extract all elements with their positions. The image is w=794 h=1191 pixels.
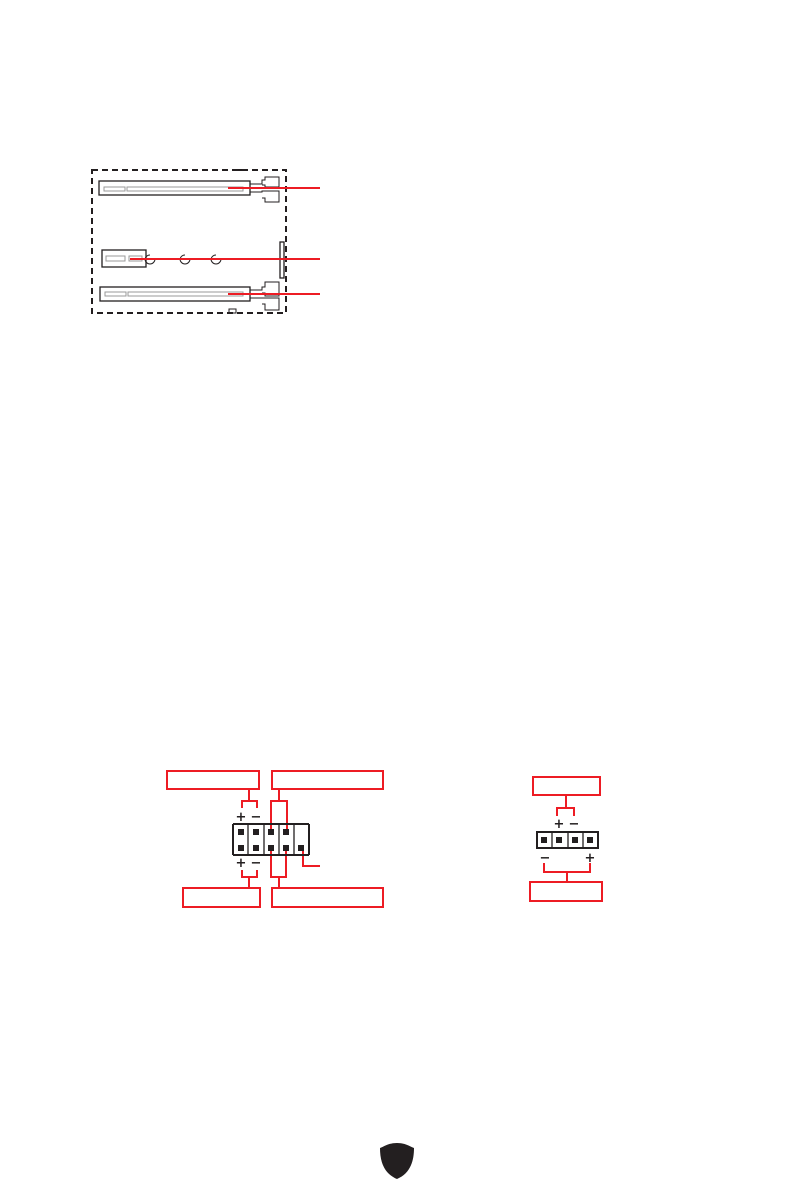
label-box-top-left bbox=[166, 770, 260, 790]
expansion-slots-diagram bbox=[91, 169, 287, 314]
label-box-top-right bbox=[271, 770, 384, 790]
board-outline bbox=[91, 169, 287, 314]
pins bbox=[541, 837, 593, 843]
pins bbox=[238, 829, 304, 851]
minus-sign: − bbox=[540, 851, 551, 866]
plus-sign: + bbox=[554, 817, 565, 832]
slot-bottom bbox=[99, 281, 280, 311]
label-box-bottom-left bbox=[182, 887, 261, 908]
shield-logo-icon bbox=[380, 1143, 414, 1179]
front-panel-header-diagram: + − + − bbox=[166, 770, 384, 908]
pin-header bbox=[536, 831, 599, 849]
minus-sign: − bbox=[569, 817, 580, 832]
plus-sign: + bbox=[585, 851, 596, 866]
minus-sign: − bbox=[251, 856, 262, 871]
jumper bbox=[228, 308, 237, 314]
plus-sign: + bbox=[236, 810, 247, 825]
four-pin-header-diagram: + − − + bbox=[529, 776, 603, 902]
slot-callout-lines bbox=[130, 187, 320, 295]
label-box-bottom bbox=[529, 881, 603, 902]
slot-top bbox=[98, 176, 280, 203]
minus-sign: − bbox=[251, 810, 262, 825]
pin-header bbox=[232, 823, 310, 856]
plus-sign: + bbox=[236, 856, 247, 871]
label-box-bottom-right bbox=[271, 887, 384, 908]
label-box-top bbox=[532, 776, 601, 796]
